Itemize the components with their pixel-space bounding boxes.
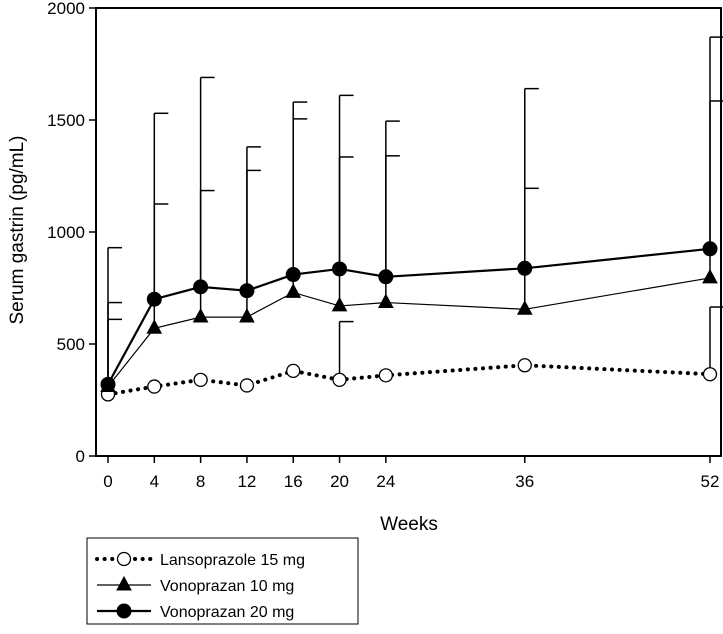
vonoprazan-10-mg-point: [702, 268, 718, 284]
lansoprazole-15-mg-point: [147, 379, 162, 394]
x-tick-label: 20: [330, 472, 349, 491]
legend-lansoprazole-15-mg-label: Lansoprazole 15 mg: [160, 552, 305, 569]
lansoprazole-15-mg-point: [517, 358, 532, 373]
vonoprazan-20-mg-point: [193, 279, 209, 295]
y-tick-label: 1000: [47, 223, 85, 242]
legend-vonoprazan-20-mg-marker: [116, 603, 132, 619]
vonoprazan-20-mg-point: [100, 376, 116, 392]
legend-box: [86, 537, 359, 625]
vonoprazan-10-mg-point: [192, 308, 209, 323]
vonoprazan-20-mg-point: [332, 261, 348, 277]
vonoprazan-10-mg-point: [378, 293, 394, 308]
error-bars-layer: [107, 36, 723, 395]
legend-lansoprazole-15-mg-marker: [116, 551, 132, 567]
y-axis-title: Serum gastrin (pg/mL): [7, 135, 28, 324]
lansoprazole-15-mg-point: [239, 378, 255, 393]
y-tick-label: 2000: [47, 0, 85, 18]
lansoprazole-15-mg-point: [702, 367, 718, 382]
vonoprazan-20-mg-point: [702, 241, 718, 257]
x-tick-label: 8: [196, 472, 205, 491]
plot-frame: [95, 7, 722, 457]
x-tick-label: 0: [103, 472, 112, 491]
vonoprazan-20-mg-point: [239, 283, 255, 299]
markers-layer: [100, 241, 718, 402]
legend-items: Lansoprazole 15 mg Vonoprazan 10 mg Vonopr…: [95, 551, 305, 621]
vonoprazan-10-mg-point: [285, 283, 302, 298]
x-axis-title: Weeks: [380, 514, 438, 535]
y-tick-label: 500: [57, 335, 85, 354]
x-tick-label: 16: [284, 472, 303, 491]
legend-vonoprazan-10-mg-marker: [116, 575, 132, 591]
legend-vonoprazan-20-mg-label: Vonoprazan 20 mg: [160, 604, 294, 621]
vonoprazan-10-mg-point: [239, 308, 255, 323]
x-tick-label: 12: [237, 472, 256, 491]
x-tick-label: 24: [376, 472, 395, 491]
lansoprazole-15-mg-point: [193, 372, 208, 387]
vonoprazan-10-mg-point: [516, 300, 533, 315]
lansoprazole-15-mg-point: [332, 372, 347, 387]
vonoprazan-20-mg-point: [285, 267, 301, 283]
vonoprazan-20-mg-point: [378, 269, 394, 285]
x-tick-label: 36: [515, 472, 534, 491]
y-tick-label: 0: [76, 447, 85, 466]
vonoprazan-10-mg-point: [146, 319, 163, 334]
x-tick-label: 52: [701, 472, 720, 491]
legend: Lansoprazole 15 mg Vonoprazan 10 mg Vonopr…: [86, 537, 359, 625]
vonoprazan-20-mg-point: [517, 260, 533, 276]
vonoprazan-10-mg-point: [331, 296, 348, 312]
lansoprazole-15-mg-point: [378, 368, 393, 383]
vonoprazan-20-mg-point: [146, 291, 162, 307]
legend-vonoprazan-10-mg-label: Vonoprazan 10 mg: [160, 578, 294, 595]
lansoprazole-15-mg-point: [286, 363, 301, 379]
y-tick-label: 1500: [47, 111, 85, 130]
axes-layer: 0 500 1000 1500 2000 0 4 8 12 16 20 24 36 52: [47, 0, 722, 491]
x-tick-label: 4: [150, 472, 159, 491]
